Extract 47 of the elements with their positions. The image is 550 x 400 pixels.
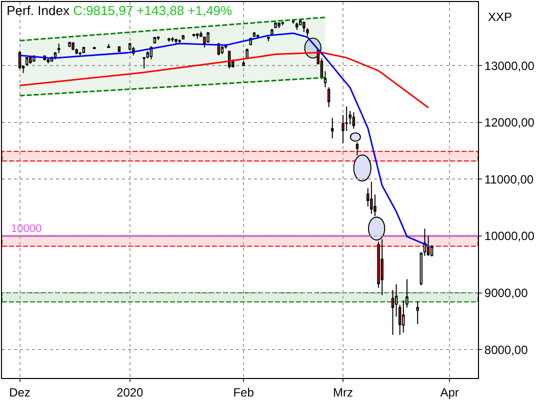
x-tick-label: Apr (440, 385, 459, 400)
chart-subtitle: C:9815,97 +143,88 +1,49% (73, 3, 233, 18)
ref-line-label: 10000 (11, 223, 42, 235)
candlestick (26, 56, 28, 66)
candlestick (352, 112, 356, 130)
x-tick-label: 2020 (116, 385, 144, 400)
candlestick (242, 60, 245, 67)
candlestick (220, 46, 224, 55)
candlestick (174, 38, 178, 44)
candlestick (370, 180, 373, 214)
y-tick-label: 11000,00 (484, 172, 534, 186)
y-tick-label: 10000,00 (484, 229, 535, 244)
candlestick (206, 32, 210, 44)
y-axis-title: XXP (488, 10, 512, 24)
y-tick-label: 8000,00 (484, 342, 528, 357)
candlestick (302, 20, 306, 33)
candlestick (171, 36, 174, 42)
candlestick (330, 117, 334, 139)
y-tick-label: 12000,00 (484, 116, 535, 130)
candlestick (270, 28, 274, 35)
candlestick (107, 44, 110, 49)
candlestick (380, 238, 384, 296)
candlestick (295, 22, 298, 30)
candlestick (327, 86, 330, 108)
x-tick-label: Dez (9, 385, 30, 400)
candlestick (182, 34, 185, 40)
candlestick (246, 48, 248, 59)
candlestick (274, 22, 277, 29)
y-tick-label: 13000,00 (484, 58, 535, 73)
candlestick (196, 32, 199, 40)
candlestick (68, 41, 71, 48)
candlestick (46, 58, 50, 64)
y-tick-label: 9000,00 (484, 286, 528, 300)
candlestick (292, 20, 295, 24)
candlestick (153, 36, 156, 44)
candlestick (324, 70, 327, 88)
chart-title: Perf. Index (6, 3, 70, 18)
candlestick (252, 32, 256, 38)
candlestick (278, 22, 280, 29)
candlestick (72, 42, 74, 51)
candlestick (29, 56, 32, 64)
x-tick-label: Feb (233, 385, 254, 400)
candlestick (267, 36, 270, 42)
candlestick (416, 300, 419, 325)
candlestick (57, 42, 60, 54)
candlestick (356, 142, 359, 156)
x-tick-label: Mrz (333, 385, 354, 400)
